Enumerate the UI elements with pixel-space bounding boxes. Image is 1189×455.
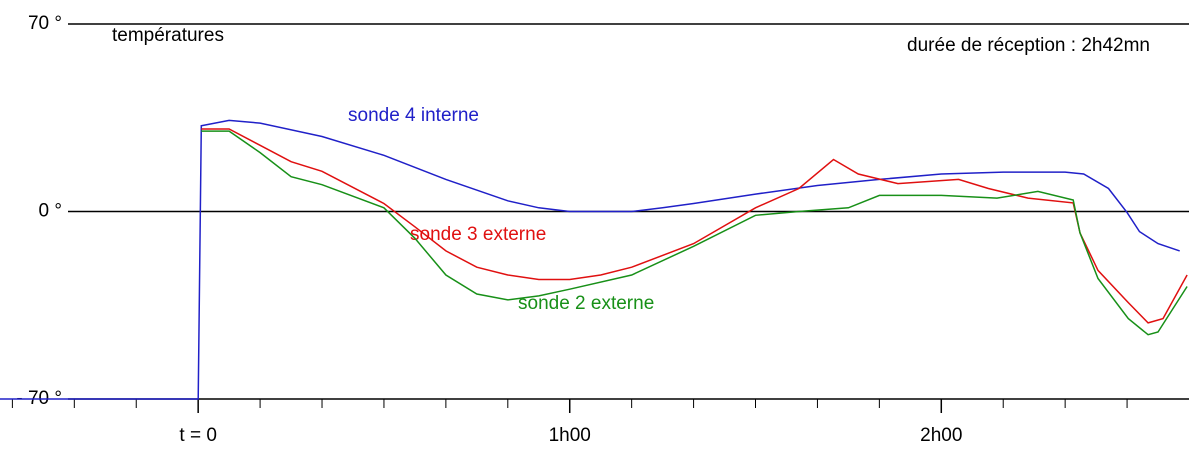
series-line	[201, 128, 1188, 324]
series-label: sonde 3 externe	[410, 224, 546, 245]
series-line	[201, 130, 1188, 336]
y-tick-label: 0 °	[39, 201, 62, 222]
x-tick-label: 1h00	[549, 425, 591, 446]
y-tick-label: 70 °	[28, 13, 62, 34]
x-tick-label: t = 0	[179, 425, 217, 446]
series-label: sonde 4 interne	[348, 105, 479, 126]
series-line	[0, 119, 1180, 400]
chart-title: températures	[112, 25, 224, 46]
series-label: sonde 2 externe	[518, 293, 654, 314]
chart-subtitle: durée de réception : 2h42mn	[907, 35, 1150, 56]
x-tick-label: 2h00	[920, 425, 962, 446]
